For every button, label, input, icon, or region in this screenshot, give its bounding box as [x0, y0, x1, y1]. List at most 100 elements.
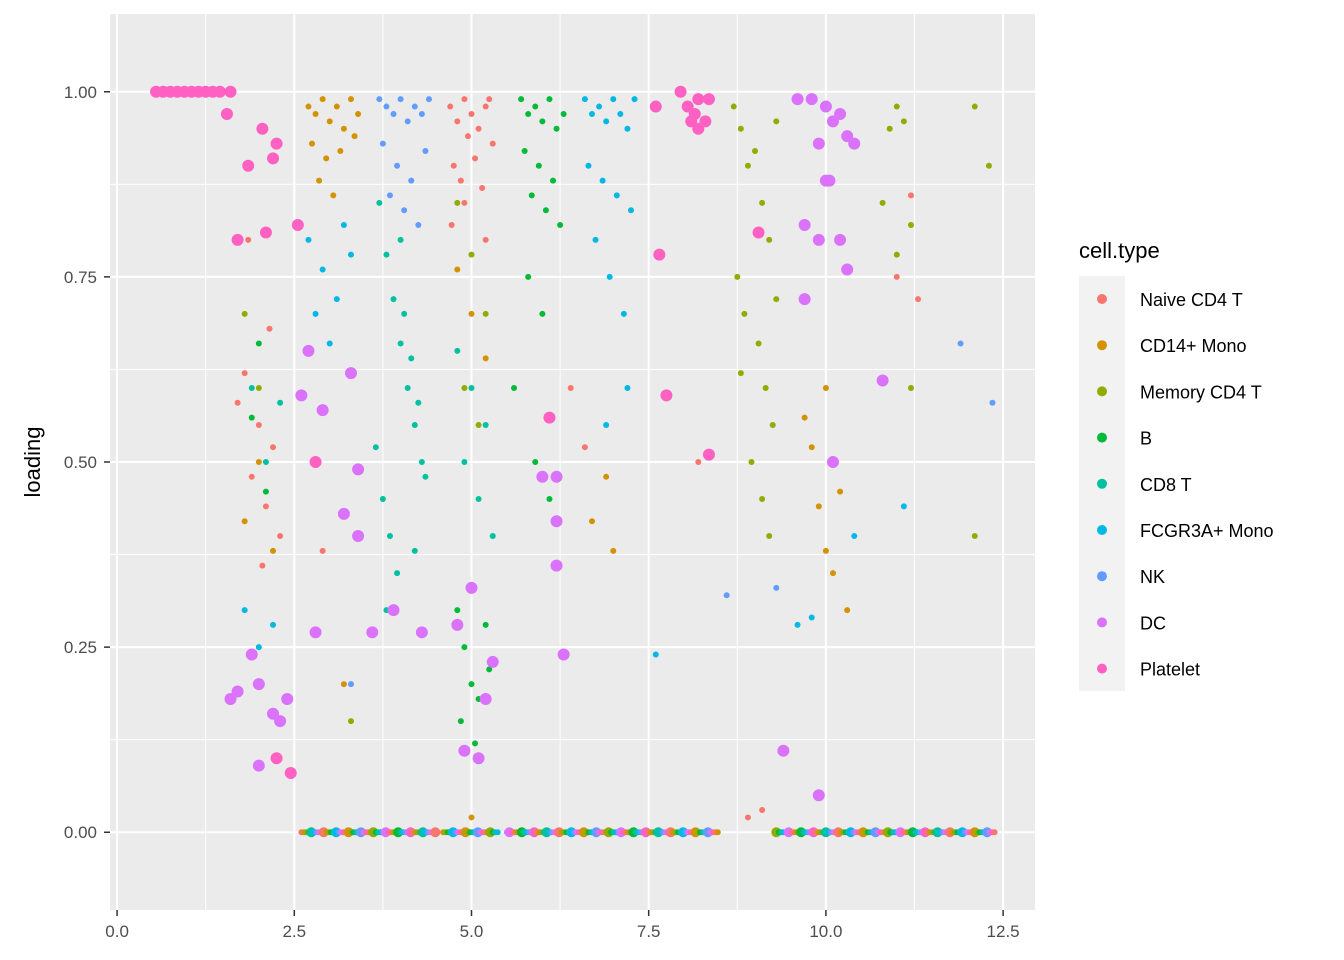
legend-key	[1097, 340, 1107, 351]
legend-items: Naive CD4 T CD14+ Mono Memory CD4 T B CD8 T F…	[1097, 290, 1274, 680]
data-point	[248, 384, 255, 391]
data-point	[309, 626, 322, 639]
x-tick-label: 10.0	[809, 922, 842, 941]
data-point	[415, 626, 428, 639]
data-point	[295, 389, 308, 402]
data-point	[255, 644, 262, 651]
data-point	[347, 681, 354, 688]
data-point	[418, 459, 425, 465]
data-point	[653, 248, 666, 261]
data-point	[971, 103, 978, 110]
data-point	[241, 607, 248, 614]
data-point	[305, 103, 312, 110]
data-point	[401, 207, 408, 214]
data-point	[252, 678, 265, 691]
data-point	[631, 96, 638, 103]
y-tick-label: 0.50	[64, 453, 97, 472]
data-point	[270, 752, 283, 765]
data-point	[411, 547, 418, 554]
data-point	[907, 384, 914, 391]
legend-label: CD8 T	[1140, 475, 1192, 495]
data-point	[521, 147, 528, 154]
data-point	[617, 110, 624, 117]
data-point	[425, 96, 432, 103]
data-point	[550, 559, 563, 572]
x-tick-label: 7.5	[637, 922, 661, 941]
data-point	[834, 107, 847, 120]
data-point	[886, 125, 893, 132]
data-point	[383, 251, 390, 258]
legend-label: Naive CD4 T	[1140, 290, 1243, 310]
data-point	[401, 310, 408, 317]
data-point	[692, 93, 705, 106]
data-point	[801, 414, 808, 421]
data-point	[252, 759, 265, 772]
data-point	[461, 96, 468, 103]
data-point	[822, 384, 829, 391]
data-point	[347, 718, 354, 725]
data-point	[372, 444, 379, 451]
data-point	[333, 103, 340, 110]
data-point	[337, 147, 344, 154]
data-point	[386, 192, 393, 199]
data-point	[284, 767, 297, 780]
data-point	[777, 744, 790, 757]
data-point	[991, 829, 998, 836]
data-point	[312, 310, 319, 317]
data-point	[812, 789, 825, 802]
data-point	[599, 177, 606, 184]
data-point	[812, 233, 825, 246]
data-point	[274, 715, 287, 728]
data-point	[525, 110, 532, 117]
data-point	[241, 518, 248, 525]
data-point	[475, 421, 482, 428]
data-point	[454, 118, 461, 125]
data-point	[773, 296, 780, 303]
data-point	[386, 533, 393, 540]
data-point	[355, 110, 362, 117]
data-point	[692, 122, 705, 135]
data-point	[340, 125, 347, 132]
data-point	[231, 233, 244, 246]
legend-label: FCGR3A+ Mono	[1140, 521, 1274, 541]
data-point	[340, 681, 347, 688]
data-point	[610, 547, 617, 554]
data-point	[876, 374, 889, 387]
data-point	[557, 222, 564, 229]
data-point	[387, 604, 400, 617]
data-point	[461, 199, 468, 206]
data-point	[277, 533, 284, 540]
data-point	[808, 614, 815, 621]
data-point	[794, 621, 801, 628]
data-point	[660, 389, 673, 402]
data-point	[603, 118, 610, 125]
data-point	[340, 222, 347, 229]
data-point	[915, 296, 922, 303]
data-point	[352, 463, 365, 476]
data-point	[397, 96, 404, 103]
data-point	[326, 118, 333, 125]
data-point	[822, 547, 829, 554]
data-point	[352, 530, 365, 543]
data-point	[879, 199, 886, 206]
data-point	[468, 814, 475, 821]
data-point	[330, 192, 337, 199]
data-point	[848, 137, 861, 150]
legend: cell.type Naive CD4 T CD14+ Mono Memory CD…	[1079, 238, 1274, 691]
data-point	[762, 384, 769, 391]
data-point	[737, 370, 744, 377]
data-point	[383, 103, 390, 110]
data-point	[851, 533, 858, 540]
data-point	[542, 207, 549, 214]
data-point	[834, 233, 847, 246]
data-point	[430, 827, 441, 838]
data-point	[376, 96, 383, 103]
data-point	[798, 293, 811, 306]
data-point	[234, 399, 241, 406]
data-point	[309, 456, 322, 468]
data-point	[560, 110, 567, 117]
data-point	[837, 488, 844, 495]
data-point	[472, 155, 479, 162]
y-tick-label: 0.00	[64, 823, 97, 842]
legend-key	[1097, 525, 1107, 535]
